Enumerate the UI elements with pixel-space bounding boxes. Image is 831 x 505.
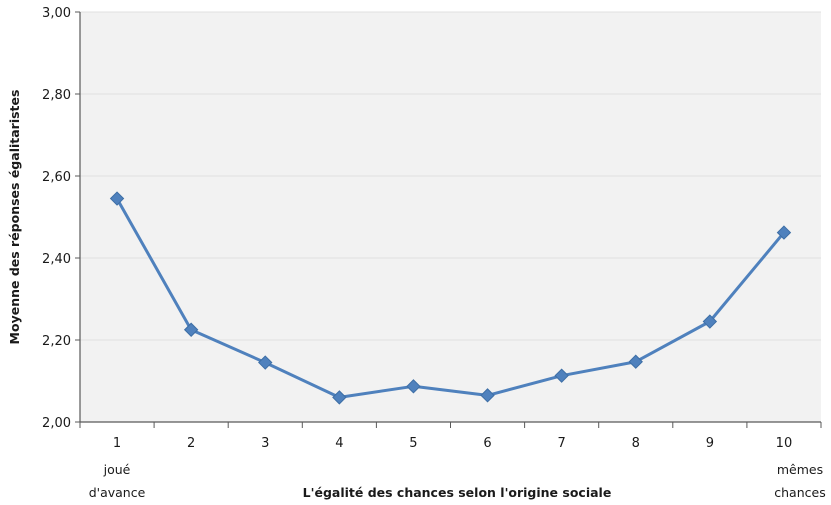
y-tick-label: 3,00 — [42, 6, 71, 21]
x-right-label-line1: mêmes — [777, 462, 823, 477]
data-point-marker — [480, 388, 495, 403]
x-axis-title: L'égalité des chances selon l'origine so… — [303, 485, 612, 500]
y-axis-title: Moyenne des réponses égalitaristes — [7, 90, 22, 345]
x-tick-label: 1 — [113, 436, 121, 451]
data-point-marker — [406, 379, 421, 394]
x-left-label-line1: joué — [103, 462, 131, 477]
data-point-marker — [554, 368, 569, 383]
data-point-marker — [628, 354, 643, 369]
x-tick-label: 6 — [483, 436, 491, 451]
x-tick-label: 2 — [187, 436, 195, 451]
x-right-label-line2: chances — [774, 485, 825, 500]
data-point-marker — [258, 355, 273, 370]
data-point-marker — [109, 191, 125, 206]
gridlines — [80, 11, 821, 341]
y-tick-label: 2,20 — [42, 334, 71, 349]
x-tick-label: 8 — [632, 436, 640, 451]
x-left-label-line2: d'avance — [89, 485, 146, 500]
y-tick-labels: 2,00 2,20 2,40 2,60 2,80 3,00 — [42, 6, 71, 431]
x-tick-label: 4 — [335, 436, 343, 451]
x-tick-labels: 1 2 3 4 5 6 7 8 9 10 — [113, 436, 792, 451]
y-tick-label: 2,80 — [42, 88, 71, 103]
data-points — [109, 191, 792, 405]
data-point-marker — [702, 314, 718, 329]
axes — [75, 11, 822, 428]
y-tick-label: 2,60 — [42, 170, 71, 185]
data-point-marker — [183, 322, 199, 337]
x-tick-label: 5 — [409, 436, 417, 451]
x-tick-label: 9 — [706, 436, 714, 451]
series-line — [115, 197, 786, 399]
plot-area — [80, 12, 821, 422]
x-tick-label: 10 — [776, 436, 793, 451]
x-tick-label: 3 — [261, 436, 269, 451]
series-line-path — [115, 197, 786, 399]
y-tick-label: 2,40 — [42, 252, 71, 267]
x-tick-label: 7 — [558, 436, 566, 451]
data-point-marker — [332, 390, 347, 405]
data-point-marker — [776, 225, 792, 240]
y-tick-label: 2,00 — [42, 416, 71, 431]
